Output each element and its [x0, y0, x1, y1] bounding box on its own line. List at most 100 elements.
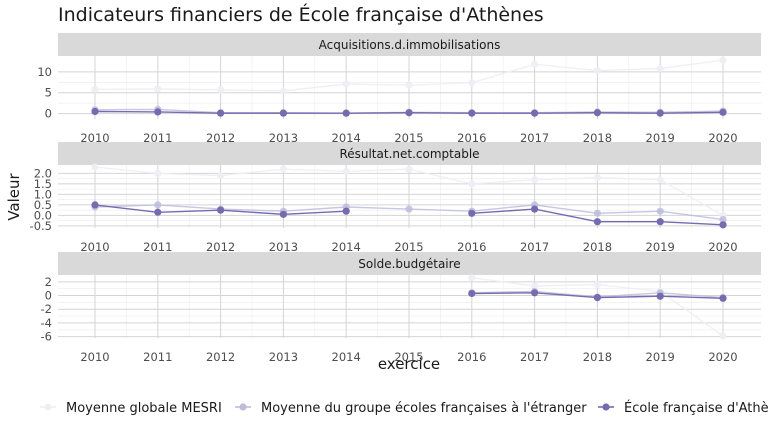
facet-strip-label: Résultat.net.comptable — [339, 147, 479, 161]
series — [91, 163, 727, 219]
data-point — [531, 109, 539, 117]
y-tick-label: 10 — [37, 65, 52, 79]
x-tick-label: 2011 — [143, 240, 172, 254]
data-point — [217, 206, 225, 214]
y-tick-label: -0.5 — [30, 219, 52, 233]
data-point — [217, 171, 225, 180]
x-tick-label: 2015 — [394, 131, 423, 145]
legend-item: Moyenne du groupe écoles françaises à l'… — [235, 401, 587, 416]
data-point — [405, 165, 413, 173]
data-point — [405, 109, 413, 117]
data-point — [531, 289, 539, 297]
data-point — [593, 174, 602, 182]
x-tick-label: 2015 — [394, 240, 423, 254]
y-tick-label: 0 — [45, 107, 52, 121]
x-tick-label: 2018 — [583, 131, 612, 145]
legend-key-point — [239, 403, 247, 411]
legend-label: École française d'Athènes — [624, 400, 768, 416]
data-point — [593, 209, 602, 217]
legend-key-point — [44, 403, 52, 411]
data-point — [468, 289, 476, 298]
data-point — [656, 292, 664, 300]
legend: Moyenne globale MESRI Moyenne du groupe é… — [40, 400, 768, 416]
data-point — [468, 109, 476, 117]
x-tick-label: 2011 — [143, 350, 172, 364]
x-tick-label: 2016 — [457, 240, 486, 254]
data-point — [154, 208, 162, 216]
x-tick-label: 2013 — [269, 240, 298, 254]
y-tick-label: 1.0 — [34, 187, 52, 201]
data-point — [719, 216, 727, 224]
x-tick-label: 2019 — [646, 240, 675, 254]
x-tick-label: 2011 — [143, 131, 172, 145]
facet-strip — [58, 252, 761, 275]
legend-item: Moyenne globale MESRI — [40, 401, 222, 416]
x-tick-label: 2018 — [583, 350, 612, 364]
x-tick-label: 2020 — [708, 240, 737, 254]
data-point — [217, 86, 225, 94]
data-point — [468, 180, 476, 188]
x-tick-label: 2014 — [332, 240, 361, 254]
data-point — [531, 60, 539, 68]
chart-title: Indicateurs financiers de École français… — [58, 3, 544, 26]
legend-label: Moyenne globale MESRI — [66, 401, 222, 416]
facet-strip — [58, 33, 761, 56]
data-point — [154, 169, 162, 177]
facet-panel: Acquisitions.d.immobilisations 2010 2011 20… — [37, 33, 761, 145]
data-point — [656, 176, 664, 184]
x-tick-label: 2012 — [206, 240, 235, 254]
y-tick-label: -2 — [41, 302, 52, 316]
data-point — [593, 218, 602, 226]
x-tick-label: 2018 — [583, 240, 612, 254]
data-point — [342, 207, 350, 215]
x-tick-label: 2020 — [708, 350, 737, 364]
data-point — [342, 80, 350, 88]
y-tick-label: -6 — [41, 330, 52, 344]
x-tick-label: 2017 — [520, 131, 549, 145]
legend-label: Moyenne du groupe écoles françaises à l'… — [261, 401, 587, 416]
data-point — [719, 56, 727, 64]
y-axis-title: Valeur — [5, 172, 23, 220]
y-tick-label: 0 — [45, 289, 52, 303]
y-tick-label: 5 — [45, 86, 52, 100]
x-tick-label: 2014 — [332, 131, 361, 145]
x-tick-label: 2015 — [394, 350, 423, 364]
data-point — [405, 205, 413, 213]
data-point — [405, 81, 413, 89]
data-point — [656, 207, 664, 215]
data-point — [279, 210, 287, 218]
data-point — [91, 163, 99, 171]
y-tick-label: 0.5 — [34, 198, 52, 212]
data-point — [719, 108, 727, 116]
data-point — [593, 293, 602, 302]
y-tick-label: 0.0 — [34, 208, 52, 222]
data-point — [279, 109, 287, 117]
x-tick-label: 2019 — [646, 131, 675, 145]
y-tick-label: -4 — [41, 316, 52, 330]
data-point — [531, 176, 539, 184]
data-point — [342, 109, 350, 117]
data-point — [342, 167, 350, 175]
data-point — [468, 209, 476, 217]
x-tick-label: 2012 — [206, 131, 235, 145]
data-point — [593, 67, 602, 75]
data-point — [91, 85, 99, 93]
facet-strip-label: Solde.budgétaire — [358, 257, 460, 271]
x-tick-label: 2017 — [520, 350, 549, 364]
x-tick-label: 2017 — [520, 240, 549, 254]
x-tick-label: 2019 — [646, 350, 675, 364]
legend-key-point — [602, 403, 610, 411]
data-point — [656, 109, 664, 117]
y-tick-label: 2 — [45, 275, 52, 289]
y-tick-label: 1.5 — [34, 177, 52, 191]
data-point — [593, 109, 602, 117]
x-tick-label: 2013 — [269, 131, 298, 145]
facet-panel: Solde.budgétaire 2010 2011 2012 2013 2014 2015… — [41, 252, 761, 364]
data-point — [91, 107, 99, 116]
data-point — [91, 201, 99, 209]
data-point — [154, 108, 162, 116]
data-point — [279, 87, 287, 95]
x-tick-label: 2010 — [80, 240, 109, 254]
